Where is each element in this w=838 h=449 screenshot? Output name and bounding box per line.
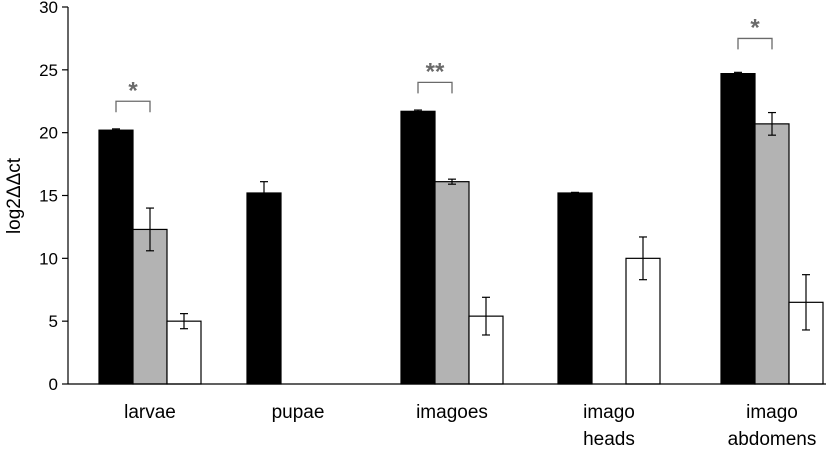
bars: [98, 71, 824, 385]
significance-marker: **: [426, 58, 445, 85]
bar: [132, 228, 168, 385]
significance-marker: *: [750, 14, 760, 41]
significance-bracket: [417, 81, 453, 94]
y-tick-label: 0: [49, 375, 58, 394]
bar: [557, 192, 593, 385]
y-tick-label: 15: [39, 187, 58, 206]
significance-bracket: [737, 37, 773, 50]
significance-bracket: [115, 100, 151, 113]
y-tick-label: 10: [39, 249, 58, 268]
x-tick-label: imagoes: [416, 402, 488, 423]
y-tick-label: 20: [39, 124, 58, 143]
bar: [246, 192, 282, 385]
x-tick-label: pupae: [272, 402, 325, 423]
bar: [400, 110, 436, 385]
significance-annotations: ****: [115, 14, 773, 113]
y-axis: 0 5 10 15 20 25 30: [39, 0, 69, 394]
x-tick-label: larvae: [124, 402, 176, 423]
x-axis: larvae pupae imagoes imago heads imago abdomen…: [68, 383, 826, 449]
bar: [720, 73, 756, 385]
y-tick-label: 5: [49, 312, 58, 331]
bar: [754, 123, 790, 385]
bar: [98, 129, 134, 385]
x-tick-label: heads: [583, 429, 635, 449]
bar: [434, 181, 470, 385]
significance-marker: *: [128, 77, 138, 104]
y-tick-label: 30: [39, 0, 58, 17]
bar: [166, 320, 202, 385]
x-tick-label: imago: [583, 402, 635, 423]
x-tick-label: abdomens: [728, 429, 817, 449]
y-axis-label: log2ΔΔct: [4, 157, 25, 234]
x-tick-label: imago: [746, 402, 798, 423]
y-tick-label: 25: [39, 61, 58, 80]
